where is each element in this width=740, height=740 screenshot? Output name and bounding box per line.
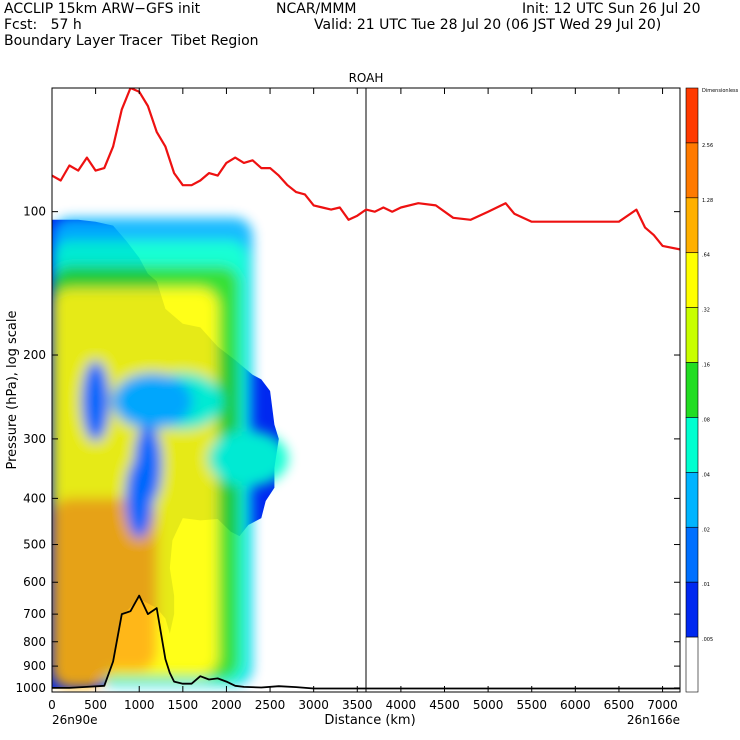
y-tick-label-500: 500 <box>23 538 46 552</box>
header-product: Boundary Layer Tracer Tibet Region <box>4 33 259 49</box>
tracer-patch-1 <box>208 430 289 487</box>
colorbar-label-6: .08 <box>702 417 710 423</box>
colorbar-label-5: .16 <box>702 363 710 369</box>
x-tick-label-6000: 6000 <box>560 698 591 712</box>
x-axis-title: Distance (km) <box>324 713 415 728</box>
x-tick-label-0: 0 <box>48 698 56 712</box>
y-axis-title: Pressure (hPa), log scale <box>5 311 20 470</box>
tracer-patch-2 <box>112 373 193 430</box>
x-tick-label-2500: 2500 <box>255 698 286 712</box>
header-init: Init: 12 UTC Sun 26 Jul 20 <box>522 1 701 17</box>
colorbar-label-8: .02 <box>702 527 710 533</box>
x-tick-label-3000: 3000 <box>298 698 329 712</box>
plot-frame <box>51 87 681 693</box>
colorbar-swatch-0 <box>685 87 699 144</box>
colorbar-swatch-10 <box>685 636 699 693</box>
header-org: NCAR/MMM <box>276 1 357 17</box>
y-axis-ticks: 100 200 300 400 500 600 700 800 900 1000 <box>15 205 680 695</box>
tracer-interior <box>52 217 289 688</box>
y-tick-label-900: 900 <box>23 659 46 673</box>
y-tick-label-800: 800 <box>23 635 46 649</box>
x-axis-ticks: 0 500 1000 1500 2000 2500 3000 3500 4000 4500 5000… <box>48 88 678 712</box>
tracer-core-2 <box>81 361 110 442</box>
header-model: ACCLIP 15km ARW−GFS init <box>4 1 201 17</box>
x-tick-label-5500: 5500 <box>516 698 547 712</box>
colorbar-label-0: Dimensionless <box>702 88 739 94</box>
header-fcst: Fcst: 57 h <box>4 17 82 33</box>
colorbar-label-4: .32 <box>702 308 710 314</box>
colorbar-swatch-3 <box>685 252 699 308</box>
colorbar-label-3: .64 <box>702 253 710 259</box>
colorbar-swatch-8 <box>685 526 699 583</box>
x-tick-label-7000: 7000 <box>647 698 678 712</box>
y-tick-label-100: 100 <box>23 205 46 219</box>
colorbar-swatch-6 <box>685 417 699 473</box>
chart-title: ROAH <box>349 71 384 85</box>
series-lines <box>52 88 680 690</box>
x-tick-label-6500: 6500 <box>604 698 635 712</box>
x-tick-label-1500: 1500 <box>168 698 199 712</box>
x-tick-label-5000: 5000 <box>473 698 504 712</box>
tracer-band-4 <box>52 498 157 671</box>
colorbar-swatch-5 <box>685 362 699 418</box>
colorbar-swatch-1 <box>685 142 699 199</box>
colorbar-label-1: 2.56 <box>702 143 713 149</box>
start-location-label: 26n90e <box>52 713 98 727</box>
y-tick-label-400: 400 <box>23 491 46 505</box>
tracer-band-5 <box>52 628 109 688</box>
y-tick-label-300: 300 <box>23 432 46 446</box>
x-tick-label-2000: 2000 <box>211 698 242 712</box>
x-tick-label-3500: 3500 <box>342 698 373 712</box>
tropopause-line <box>52 88 680 251</box>
colorbar-swatch-7 <box>685 472 699 528</box>
x-tick-label-4000: 4000 <box>386 698 417 712</box>
end-location-label: 26n166e <box>627 713 680 727</box>
x-tick-label-4500: 4500 <box>429 698 460 712</box>
y-tick-label-700: 700 <box>23 607 46 621</box>
y-tick-label-1000: 1000 <box>15 681 46 695</box>
tracer-field <box>52 211 292 688</box>
colorbar-swatch-9 <box>685 581 699 638</box>
x-tick-label-500: 500 <box>84 698 107 712</box>
colorbar-label-7: .04 <box>702 472 710 478</box>
colorbar: Dimensionless 2.56 1.28 .64 .32 .16 .08 .04 .02.… <box>685 87 739 693</box>
colorbar-label-2: 1.28 <box>702 198 713 204</box>
y-tick-label-200: 200 <box>23 348 46 362</box>
y-tick-label-600: 600 <box>23 575 46 589</box>
tracer-core-1 <box>133 424 162 505</box>
colorbar-label-9: .01 <box>702 582 710 588</box>
colorbar-swatch-2 <box>685 197 699 254</box>
terrain-line <box>52 594 680 690</box>
colorbar-swatch-4 <box>685 307 699 363</box>
colorbar-label-10: .005 <box>702 637 713 643</box>
x-tick-label-1000: 1000 <box>124 698 155 712</box>
header-valid: Valid: 21 UTC Tue 28 Jul 20 (06 JST Wed … <box>314 17 662 33</box>
